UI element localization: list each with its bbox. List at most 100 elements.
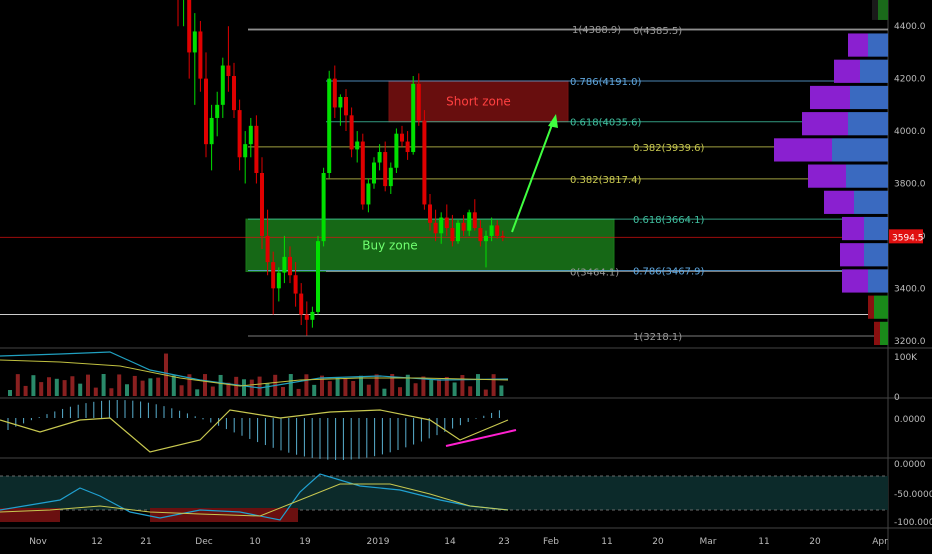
volume-bar <box>304 374 309 396</box>
volume-profile-bar-down <box>808 164 846 188</box>
rsi-tick-label: 0.0000 <box>894 460 926 470</box>
volume-bar <box>140 380 145 396</box>
volume-bar <box>179 385 184 396</box>
volume-bar <box>210 386 215 396</box>
last-price-tag <box>889 229 923 244</box>
fib-level-label: 0.382(3817.4) <box>570 175 642 186</box>
buy-zone-label: Buy zone <box>362 238 417 252</box>
candle-body <box>489 225 494 236</box>
rsi-tick-label: -100.0000 <box>894 518 932 528</box>
oscillator-signal-line <box>0 409 509 453</box>
time-tick-label: 21 <box>140 537 151 547</box>
volume-bar <box>288 374 293 396</box>
volume-bar <box>359 375 363 396</box>
fib-level-label: 1(3218.1) <box>633 332 682 343</box>
candle-body <box>243 144 248 158</box>
fib-level-label: 0(4385.5) <box>633 26 682 37</box>
volume-profile-bar-up <box>874 295 888 319</box>
volume-bar <box>265 383 270 396</box>
volume-profile-bar-up <box>854 190 888 214</box>
volume-bar <box>327 381 332 396</box>
volume-bar <box>444 376 449 396</box>
volume-bar <box>218 374 223 396</box>
volume-bar <box>226 382 231 396</box>
volume-bar <box>499 385 504 396</box>
divergence-line <box>445 429 517 447</box>
volume-bar <box>195 389 200 396</box>
candle-body <box>204 78 208 145</box>
volume-bar <box>234 376 239 396</box>
candle-body <box>265 235 270 263</box>
volume-bar <box>366 384 371 396</box>
candle-body <box>237 110 242 158</box>
volume-profile-bar-down <box>872 0 878 20</box>
volume-bar <box>93 387 98 396</box>
time-tick-label: Nov <box>29 537 47 547</box>
candle-body <box>209 117 214 145</box>
time-tick-label: 14 <box>444 537 456 547</box>
volume-bar <box>476 374 480 396</box>
volume-bar <box>132 375 137 396</box>
candle-body <box>422 120 427 205</box>
volume-bar <box>39 382 44 396</box>
time-tick-label: 12 <box>91 537 102 547</box>
fib-level-label: 0(3464.1) <box>570 268 619 279</box>
fib-level-label: 1(4388.9) <box>572 25 621 36</box>
volume-bar <box>452 382 457 396</box>
candle-body <box>500 235 505 238</box>
volume-ma-line <box>0 359 509 387</box>
candle-body <box>456 222 460 242</box>
time-tick-label: 2019 <box>367 537 390 547</box>
volume-bar <box>296 388 301 396</box>
volume-bar <box>413 383 418 396</box>
volume-bar <box>117 374 122 396</box>
time-tick-label: Dec <box>195 537 212 547</box>
time-tick-label: 23 <box>498 537 509 547</box>
volume-profile-bar-down <box>802 112 848 136</box>
candle-body <box>439 217 444 234</box>
candle-body <box>478 228 483 242</box>
volume-bar <box>86 374 90 396</box>
candle-body <box>288 256 292 276</box>
volume-bar <box>468 386 473 396</box>
volume-profile-bar-down <box>848 33 868 57</box>
candle-body <box>198 31 203 79</box>
volume-bar <box>62 380 67 396</box>
candle-body <box>248 125 253 145</box>
candle-body <box>299 293 304 315</box>
fib-level-label: 0.786(3467.9) <box>633 267 705 278</box>
volume-bar <box>70 376 75 396</box>
volume-profile-bar-up <box>878 0 888 20</box>
candle-body <box>366 183 371 205</box>
volume-profile-bar-up <box>850 85 888 110</box>
candle-body <box>282 256 287 273</box>
volume-bar <box>101 374 106 396</box>
volume-bar <box>281 386 285 396</box>
volume-bar <box>203 374 207 396</box>
volume-bar <box>351 380 356 396</box>
volume-bar <box>187 374 192 396</box>
price-tick-label: 4400.0 <box>894 22 926 32</box>
volume-profile-bar-up <box>868 33 888 57</box>
fib-level-label: 0.618(3664.1) <box>633 215 705 226</box>
candle-body <box>411 83 416 153</box>
candle-body <box>220 65 225 105</box>
candle-body <box>316 241 320 312</box>
candle-body <box>293 275 298 294</box>
volume-bar <box>249 379 254 396</box>
volume-bar <box>109 388 114 396</box>
candle-body <box>394 133 399 168</box>
volume-bar <box>171 375 176 396</box>
candle-body <box>344 96 348 116</box>
price-tick-label: 3200.0 <box>894 337 926 347</box>
candle-body <box>192 31 197 53</box>
short-zone-label: Short zone <box>446 94 511 108</box>
volume-profile-bar-up <box>848 112 888 136</box>
volume-bar <box>31 375 36 396</box>
volume-bar <box>15 374 20 396</box>
volume-bar <box>47 377 51 396</box>
candle-body <box>405 141 410 153</box>
volume-bar <box>320 375 324 396</box>
volume-bar <box>390 374 395 396</box>
